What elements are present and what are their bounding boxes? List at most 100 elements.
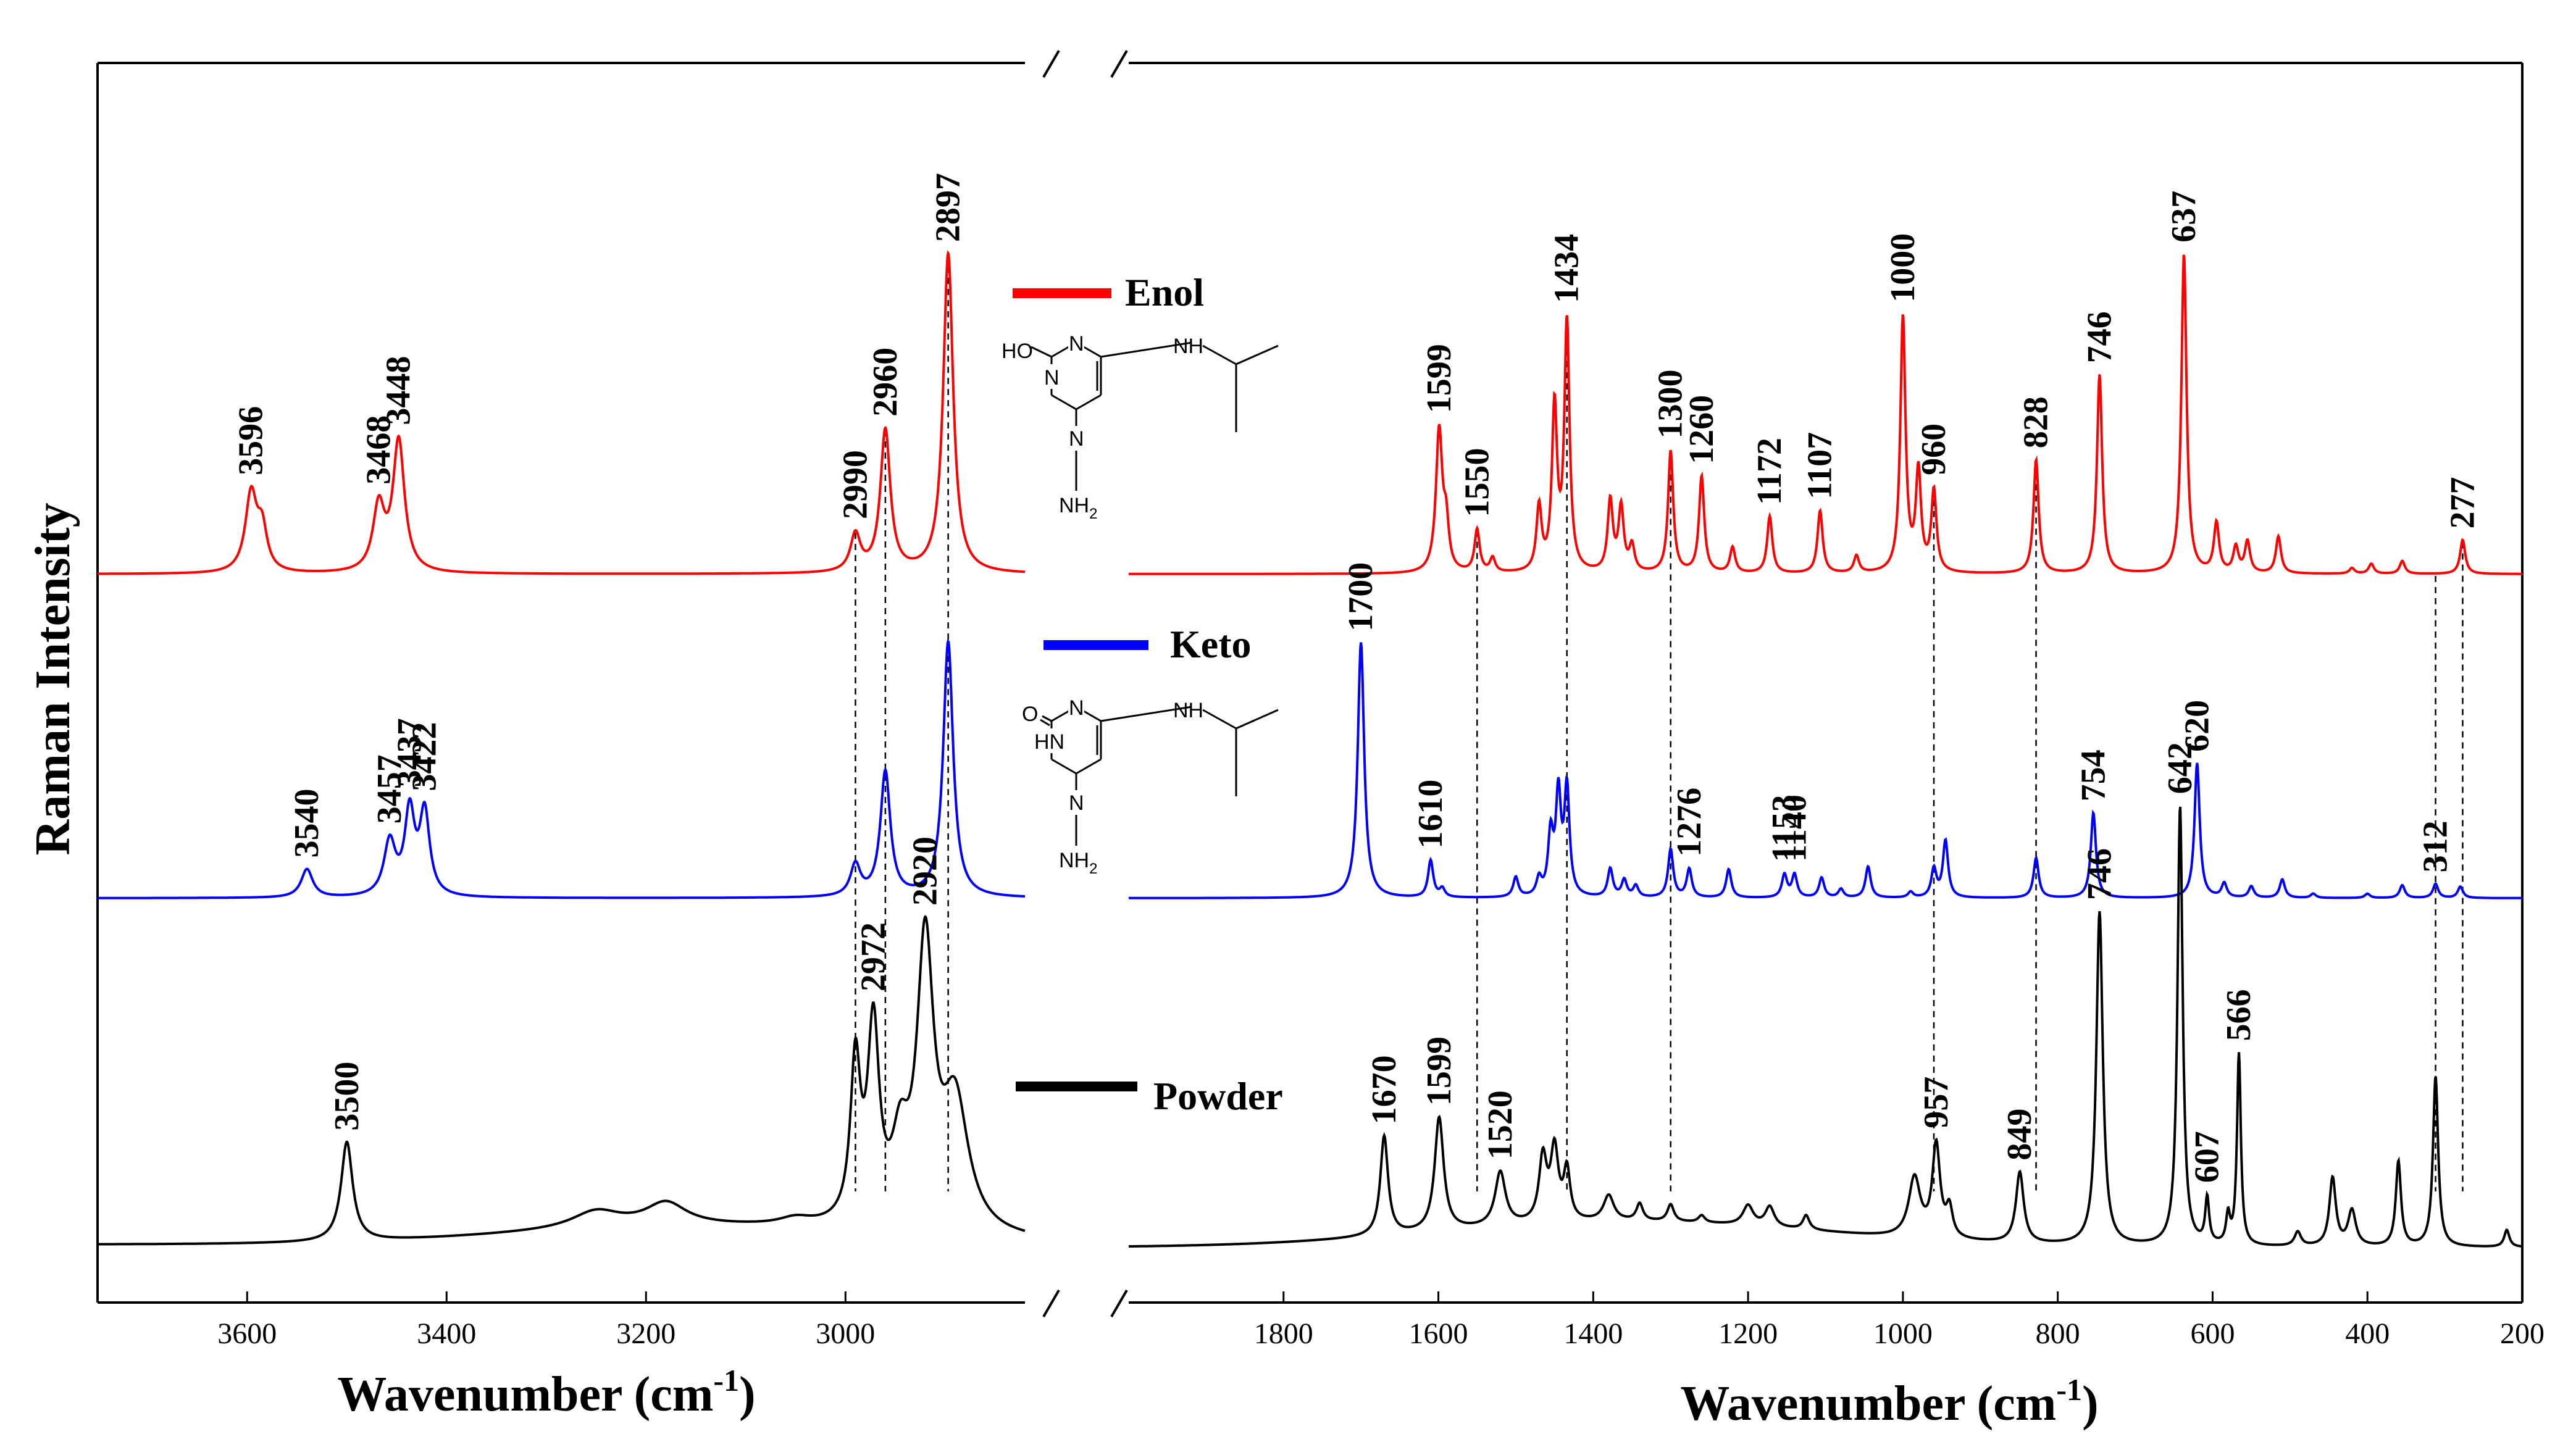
peak-label-keto-312: 312: [2417, 820, 2455, 872]
axis-break-mark-bottom-left: [1042, 1289, 1060, 1318]
x-axis-title-left-exp: -1: [713, 1363, 739, 1398]
peak-label-enol-960: 960: [1915, 423, 1953, 475]
legend-label-powder: Powder: [1153, 1074, 1283, 1118]
axis-break-mark-top-right: [1110, 49, 1128, 78]
x-axis-title-left: Wavenumber (cm-1): [337, 1363, 755, 1422]
peak-label-keto-3422: 3422: [406, 722, 444, 791]
peak-label-enol-3596: 3596: [232, 406, 270, 475]
peak-label-enol-3448: 3448: [380, 356, 418, 425]
peak-label-powder-2972: 2972: [855, 922, 893, 991]
peak-label-powder-2920: 2920: [906, 836, 945, 906]
enol-nh2-subscript: 2: [1089, 506, 1097, 522]
peak-label-powder-1599: 1599: [1420, 1036, 1458, 1106]
x-axis-title-right-unit: (cm: [1977, 1377, 2057, 1431]
peak-label-powder-607: 607: [2188, 1131, 2227, 1183]
enol-chain-bond: [1236, 344, 1279, 365]
x-axis-title-left-unit: (cm: [634, 1367, 714, 1422]
peak-label-enol-746: 746: [2080, 311, 2118, 363]
x-axis-title-right-main: Wavenumber: [1680, 1377, 1965, 1431]
axis-break-mark-top-left: [1042, 49, 1060, 78]
keto-ring-bond: [1051, 758, 1077, 775]
axis-ticks: 3600 3400 3200 3000 1800 1600 1400 1200 1000 800 6…: [217, 1291, 2545, 1350]
spectrum-keto-panel-1: [98, 638, 1025, 899]
peak-label-enol-1300: 1300: [1652, 370, 1690, 439]
keto-nh2-label: NH2: [1059, 849, 1097, 877]
keto-chain-bond: [1202, 709, 1237, 730]
x-tick-label: 1400: [1563, 1317, 1623, 1350]
spectra: [97, 250, 2523, 1248]
spectrum-enol-panel-1: [98, 250, 1025, 575]
keto-hn-label: HN: [1034, 730, 1064, 754]
legend-label-enol: Enol: [1125, 270, 1204, 314]
peak-label-keto-1610: 1610: [1411, 780, 1450, 849]
enol-nh2-base: NH: [1059, 494, 1089, 517]
x-tick-label: 3600: [217, 1317, 277, 1350]
x-tick-label: 3000: [816, 1317, 875, 1350]
keto-nh-label: NH: [1173, 699, 1203, 722]
enol-nh-bond: [1100, 341, 1192, 358]
axis-break-mark-bottom-right: [1110, 1289, 1128, 1318]
peak-labels: 3596 346834482990296028971599155014341300…: [232, 173, 2482, 1183]
enol-oh-label: HO: [1002, 340, 1033, 363]
peak-label-powder-849: 849: [2001, 1109, 2039, 1161]
enol-ring-bond: [1051, 394, 1077, 411]
x-axis-title-left-close: ): [739, 1367, 756, 1422]
peak-label-keto-1140: 1140: [1775, 794, 1813, 862]
peak-label-enol-277: 277: [2444, 477, 2482, 529]
peak-label-enol-1107: 1107: [1801, 432, 1839, 499]
keto-label-mask: [1068, 694, 1084, 719]
enol-ring-bond: [1076, 394, 1102, 411]
x-tick-label: 3200: [616, 1317, 675, 1350]
x-tick-label: 3400: [417, 1317, 476, 1350]
enol-label-mask: [1068, 330, 1084, 355]
x-tick-label: 800: [2036, 1317, 2080, 1350]
enol-nh-label: NH: [1173, 335, 1203, 358]
keto-co-bond: [1042, 715, 1052, 722]
enol-nh2-label: NH2: [1059, 494, 1097, 522]
peak-label-powder-642: 642: [2161, 742, 2199, 794]
keto-chain-bond: [1236, 709, 1279, 730]
legend-label-keto: Keto: [1170, 622, 1252, 666]
x-axis-title-right: Wavenumber (cm-1): [1680, 1372, 2098, 1431]
peak-label-powder-1670: 1670: [1365, 1055, 1403, 1124]
reference-dashed-lines: [855, 256, 2464, 1191]
enol-n-label-1: N: [1069, 332, 1084, 356]
peak-label-keto-3540: 3540: [288, 789, 326, 858]
spectrum-keto-panel-2: [1129, 642, 2522, 899]
peak-label-powder-3500: 3500: [328, 1062, 366, 1131]
peak-label-keto-1153: 1153: [1765, 794, 1804, 862]
x-axis-title-left-main: Wavenumber: [337, 1367, 622, 1422]
spectrum-enol-panel-2: [1129, 254, 2522, 575]
x-tick-label: 200: [2500, 1317, 2545, 1350]
peak-label-powder-957: 957: [1917, 1077, 1955, 1128]
peak-label-enol-3468: 3468: [359, 415, 398, 485]
peak-label-enol-2897: 2897: [929, 173, 968, 242]
enol-label-mask: [1043, 364, 1060, 389]
keto-label-mask: [1068, 790, 1084, 815]
peak-label-keto-620: 620: [2178, 700, 2216, 752]
peak-label-enol-2960: 2960: [866, 348, 905, 417]
peak-label-enol-828: 828: [2017, 396, 2055, 448]
peak-label-keto-3437: 3437: [391, 718, 429, 787]
keto-n-label-2: N: [1069, 791, 1084, 815]
peak-label-enol-1260: 1260: [1683, 395, 1721, 464]
x-tick-label: 1200: [1718, 1317, 1778, 1350]
keto-label-mask: [1043, 728, 1060, 753]
peak-label-enol-1000: 1000: [1884, 233, 1922, 302]
x-axis-title-right-exp: -1: [2056, 1372, 2082, 1407]
keto-nh2-base: NH: [1059, 849, 1089, 872]
keto-o-label: O: [1022, 702, 1038, 726]
keto-co-double-bond: [1040, 719, 1050, 727]
y-axis-title: Raman Intensity: [26, 502, 80, 855]
keto-structure: [1040, 706, 1279, 846]
x-axis-title-right-close: ): [2082, 1377, 2099, 1431]
enol-oh-bond: [1031, 346, 1052, 358]
peak-label-keto-754: 754: [2074, 749, 2112, 801]
peak-label-enol-637: 637: [2165, 191, 2203, 243]
x-tick-label: 400: [2345, 1317, 2390, 1350]
keto-n-label-1: N: [1069, 696, 1084, 720]
peak-label-enol-1550: 1550: [1458, 448, 1496, 517]
enol-n-label-3: N: [1069, 427, 1084, 451]
peak-label-powder-566: 566: [2220, 990, 2258, 1041]
